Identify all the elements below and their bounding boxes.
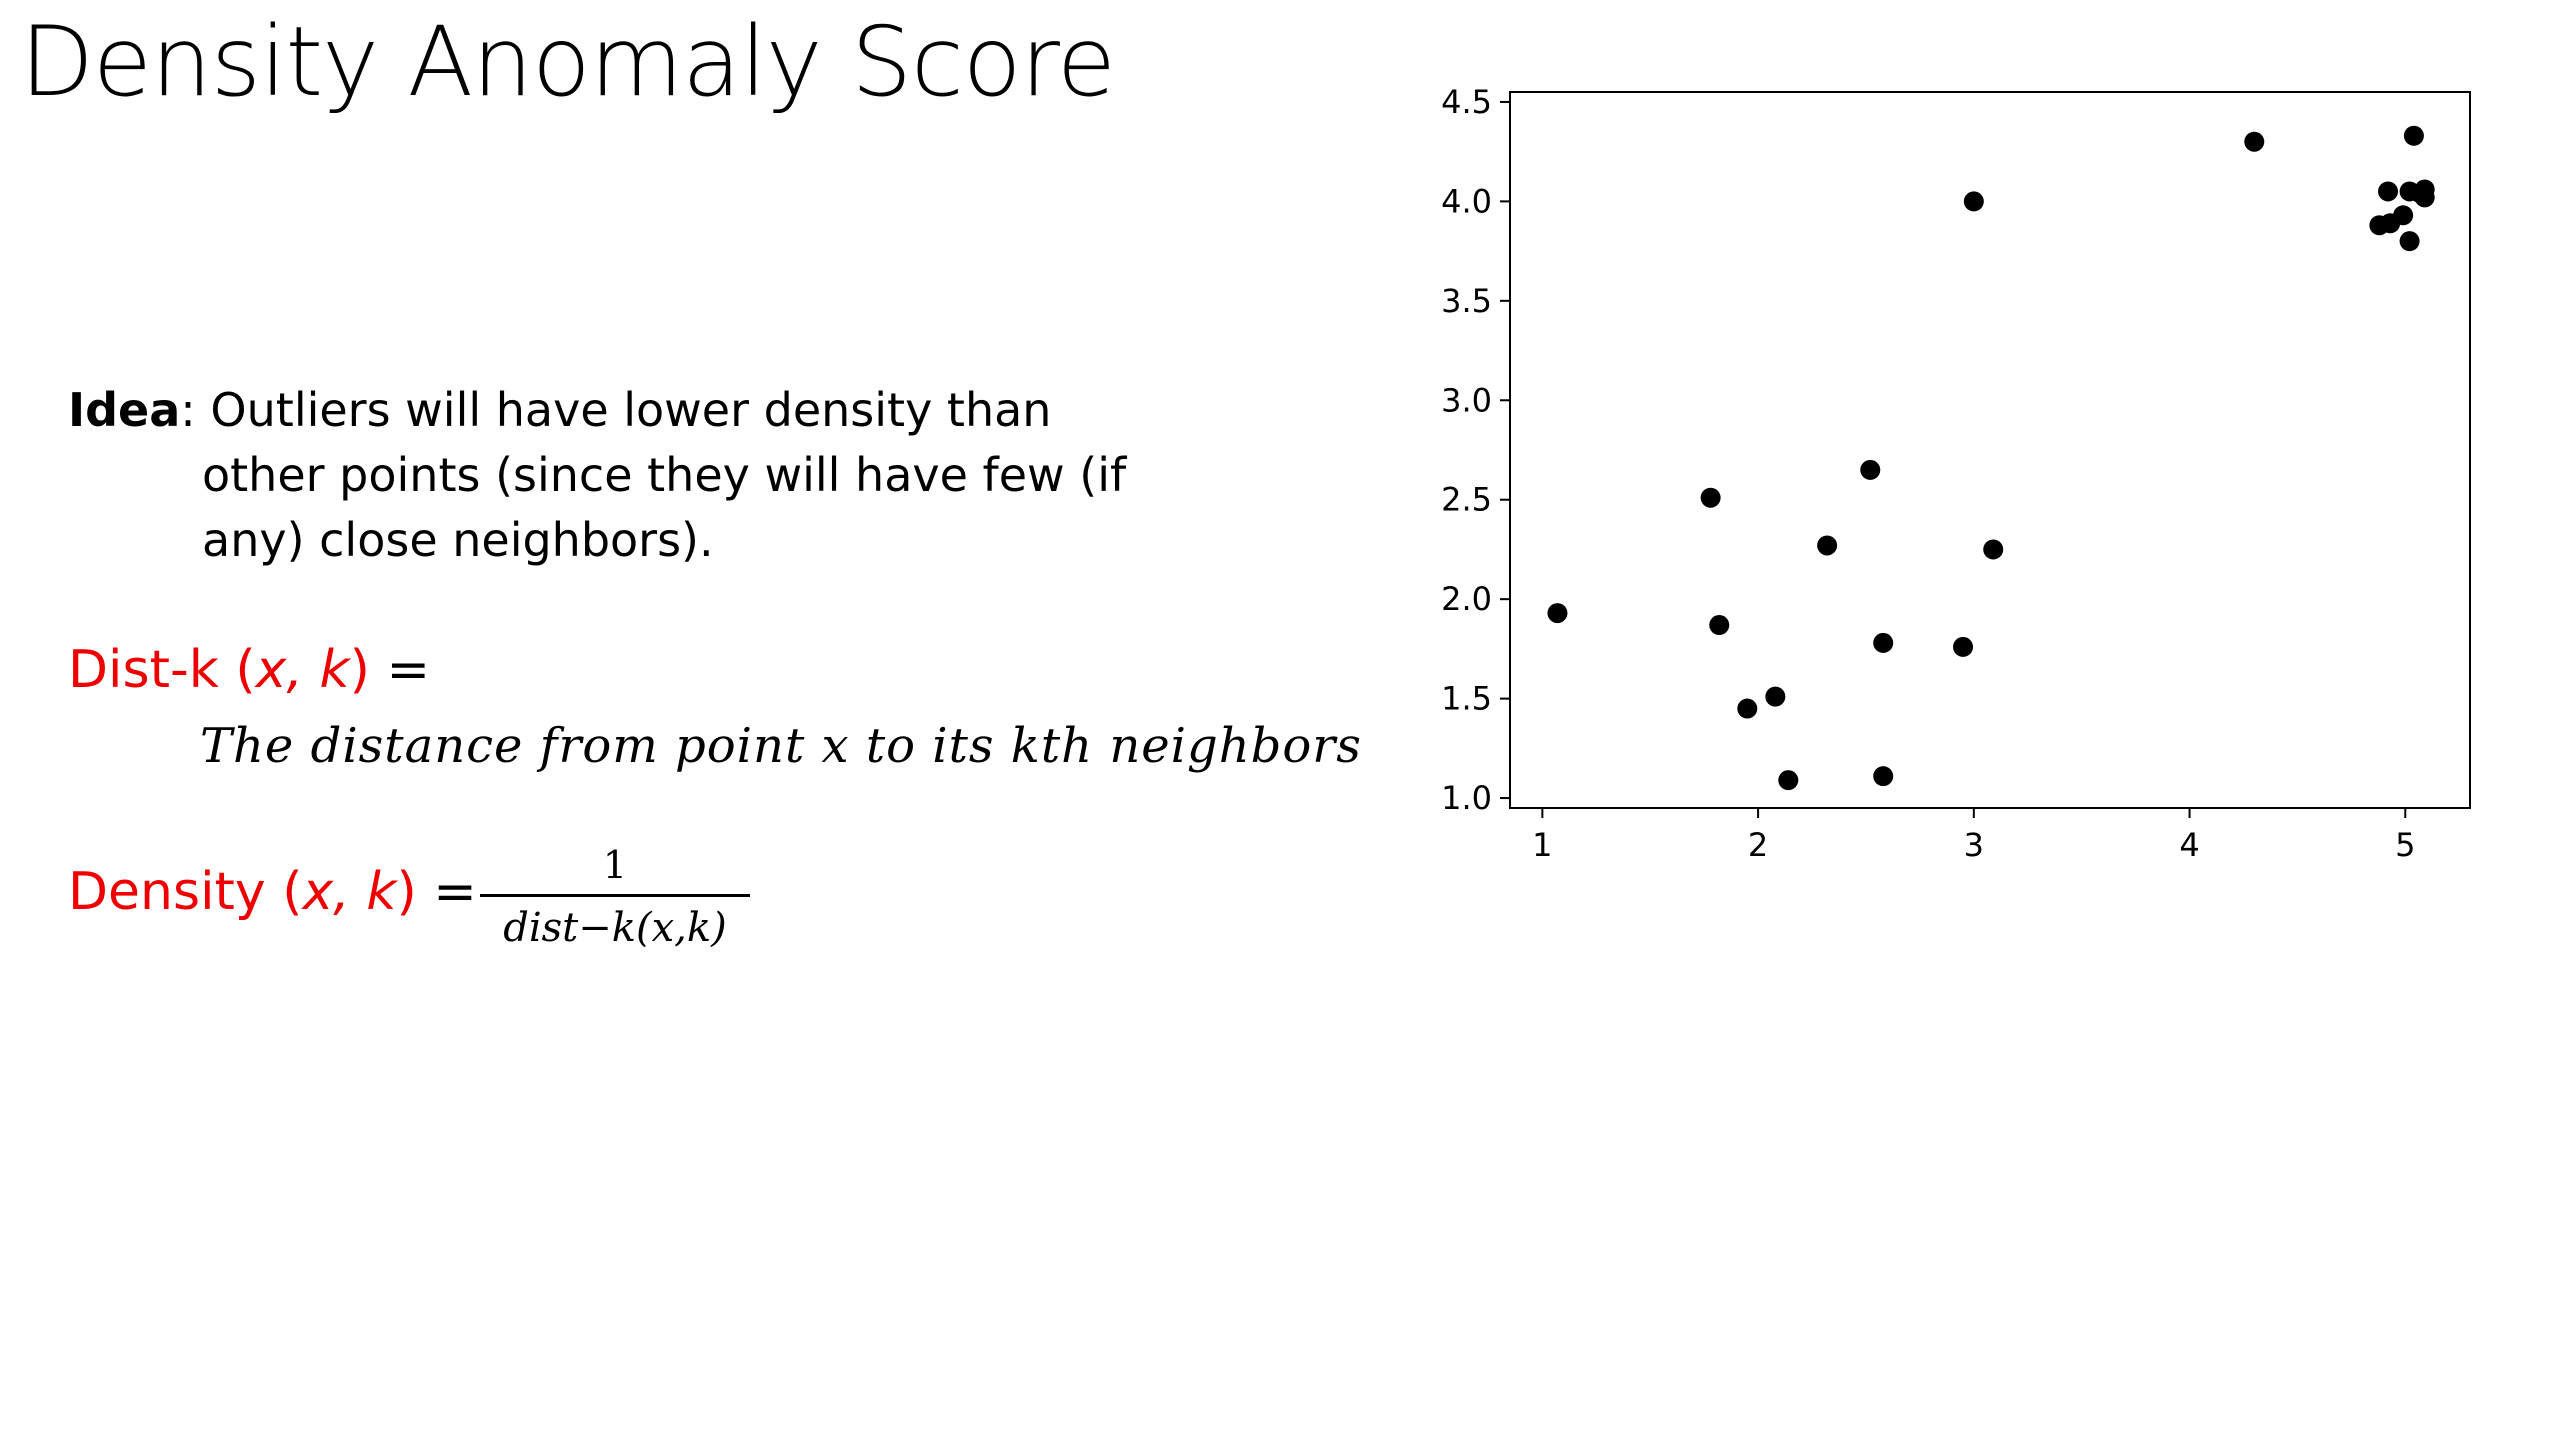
distk-equals: = (369, 640, 431, 700)
data-point (1983, 539, 2004, 560)
y-tick-label: 4.0 (1441, 182, 1492, 220)
idea-line-3: any) close neighbors). (202, 513, 714, 567)
scatter-chart: 1 2 3 4 5 1.0 1.5 2.0 2.5 3.0 3.5 4.0 4.5 (1400, 70, 2520, 890)
idea-text-1: : Outliers will have lower density than (180, 383, 1052, 437)
x-tick-label: 2 (1748, 826, 1768, 864)
density-fraction: 1 dist−k(x,k) (480, 840, 750, 953)
data-point (2244, 131, 2265, 152)
scatter-chart-svg: 1 2 3 4 5 1.0 1.5 2.0 2.5 3.0 3.5 4.0 4.5 (1441, 83, 2471, 864)
data-point (1953, 636, 1974, 657)
fraction-denominator: dist−k(x,k) (503, 905, 727, 951)
x-tick-label: 1 (1532, 826, 1552, 864)
data-point (2414, 187, 2435, 208)
data-point (1778, 770, 1799, 791)
y-tick-label: 1.0 (1441, 779, 1492, 817)
data-point (1765, 686, 1786, 707)
density-name: Density ( (68, 862, 303, 922)
fraction-bar (480, 894, 750, 897)
x-tick-label: 3 (1964, 826, 1984, 864)
density-equals: = (416, 862, 477, 922)
distk-close: ) (349, 640, 370, 700)
y-tick-label: 3.5 (1441, 282, 1492, 320)
idea-line-2: other points (since they will have few (… (202, 448, 1127, 502)
distk-args: x, k (255, 640, 350, 700)
fraction-numerator: 1 (602, 843, 628, 887)
density-formula-label: Density (x, k) = (68, 862, 477, 922)
plot-frame (1509, 91, 2471, 809)
x-tick-label: 5 (2395, 826, 2415, 864)
data-point (2399, 231, 2420, 252)
distk-formula-label: Dist-k (x, k) = (68, 640, 430, 700)
y-tick-label: 4.5 (1441, 83, 1492, 121)
data-point (1873, 632, 1894, 653)
data-point (2403, 125, 2424, 146)
distk-name: Dist-k ( (68, 640, 256, 700)
data-point (1737, 698, 1758, 719)
data-point (1709, 615, 1730, 636)
data-point (1700, 487, 1721, 508)
distk-definition: The distance from point x to its kth nei… (200, 718, 1362, 774)
density-args: x, k (302, 862, 397, 922)
data-point (1860, 459, 1881, 480)
y-tick-label: 3.0 (1441, 381, 1492, 419)
slide-title: Density Anomaly Score (20, 6, 1116, 118)
x-tick-label: 4 (2179, 826, 2199, 864)
data-point (2393, 205, 2414, 226)
data-point (1547, 603, 1568, 624)
y-tick-label: 1.5 (1441, 680, 1492, 718)
data-point (1963, 191, 1984, 212)
y-tick-label: 2.0 (1441, 580, 1492, 618)
y-tick-label: 2.5 (1441, 481, 1492, 519)
density-close: ) (396, 862, 417, 922)
data-point (1817, 535, 1838, 556)
idea-label: Idea (68, 383, 181, 437)
data-point (2378, 181, 2399, 202)
data-point (1873, 766, 1894, 787)
idea-paragraph: Idea: Outliers will have lower density t… (68, 378, 1168, 573)
idea-line-1: Idea: Outliers will have lower density t… (68, 378, 1168, 443)
